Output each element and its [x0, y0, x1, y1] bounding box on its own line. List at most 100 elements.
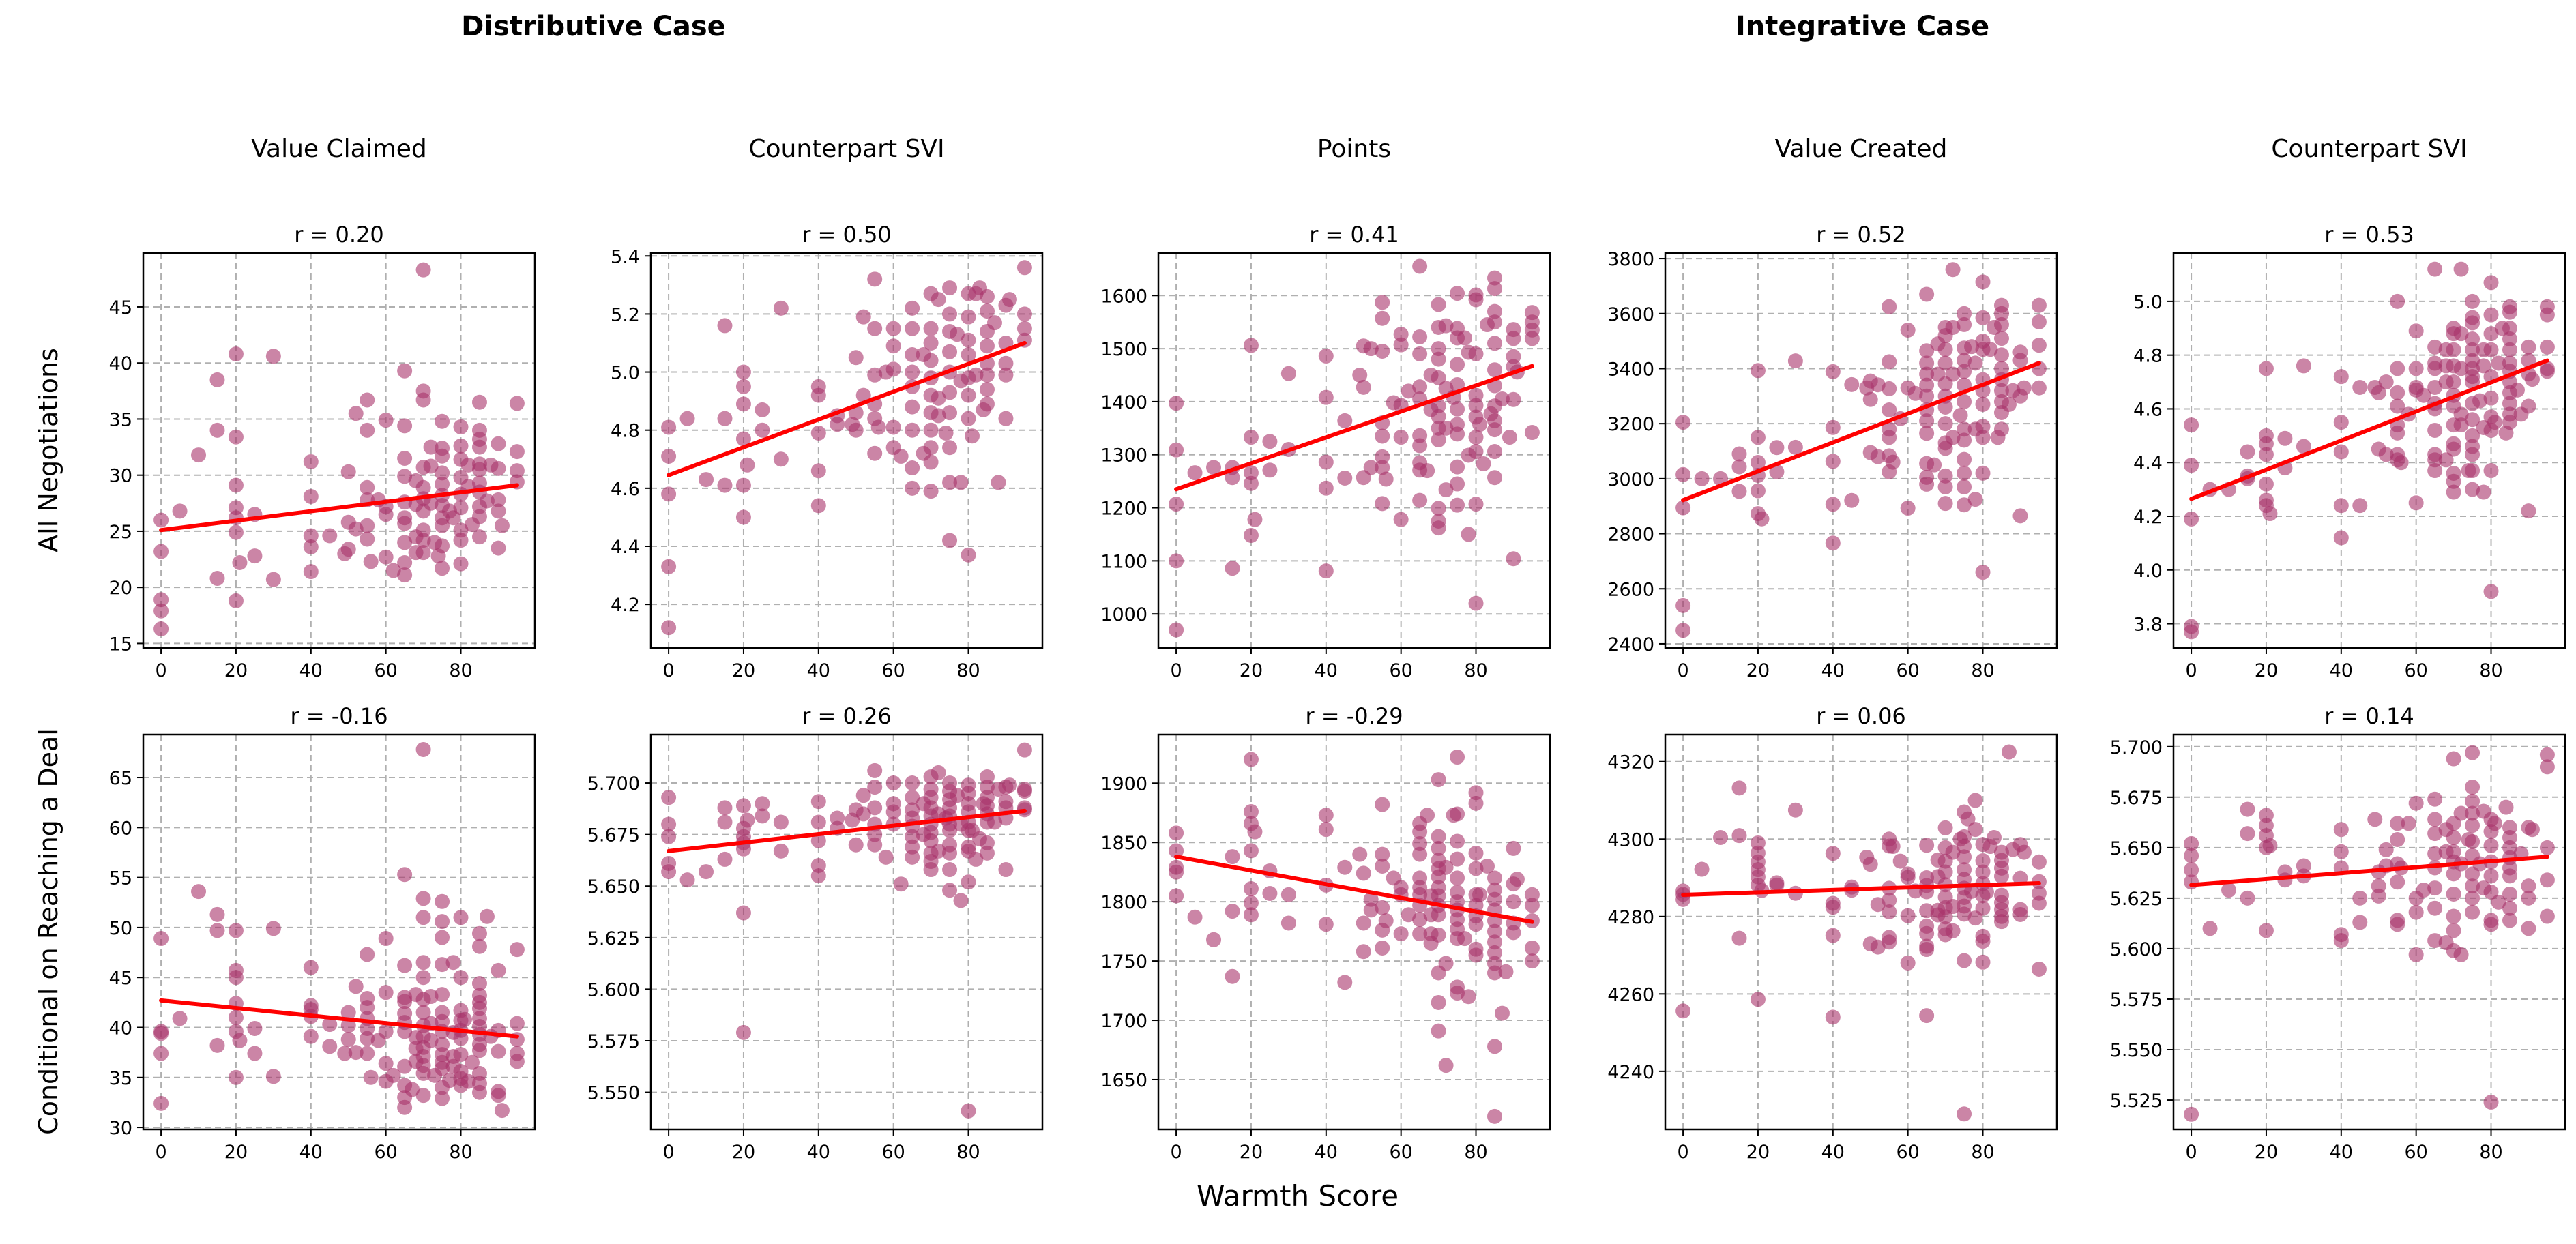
x-tick-label: 0 [2185, 1142, 2197, 1163]
scatter-point [1675, 466, 1691, 482]
scatter-point [942, 533, 958, 548]
scatter-point [1318, 822, 1334, 838]
scatter-point [1169, 864, 1184, 880]
scatter-point [509, 1016, 525, 1031]
scatter-point [740, 812, 755, 828]
scatter-point [1001, 292, 1017, 308]
scatter-point [1280, 915, 1296, 931]
scatter-point [2427, 379, 2443, 395]
scatter-point [2446, 342, 2461, 357]
scatter-point [415, 1065, 431, 1081]
scatter-point [1016, 321, 1032, 336]
scatter-point [1509, 872, 1525, 887]
y-tick-label: 3600 [1607, 304, 1654, 325]
scatter-point [1169, 497, 1184, 512]
scatter-point [153, 1046, 169, 1061]
scatter-point [464, 1054, 480, 1070]
y-tick-label: 5.675 [2110, 788, 2163, 809]
scatter-point [2277, 430, 2293, 446]
scatter-point [209, 906, 225, 922]
scatter-point [442, 1073, 458, 1088]
scatter-point [735, 477, 751, 493]
scatter-point [1487, 336, 1502, 351]
scatter-point [1431, 370, 1446, 385]
scatter-point [1945, 430, 1961, 445]
scatter-point [1900, 870, 1916, 885]
scatter-point [360, 1031, 375, 1046]
scatter-point [942, 440, 958, 456]
scatter-point [1769, 877, 1785, 893]
scatter-point [905, 300, 920, 316]
scatter-point [1337, 413, 1353, 428]
scatter-points [2184, 745, 2555, 1122]
scatter-point [1356, 865, 1371, 881]
scatter-point [2446, 830, 2461, 846]
scatter-point [1825, 419, 1841, 435]
scatter-point [1318, 917, 1334, 932]
scatter-point [415, 741, 431, 757]
scatter-point [1524, 940, 1540, 956]
scatter-point [1494, 1005, 1510, 1021]
scatter-point [679, 872, 695, 888]
scatter-point [1375, 846, 1390, 862]
scatter-point [1882, 934, 1897, 950]
scatter-point [1750, 992, 1766, 1007]
scatter-point [378, 413, 394, 428]
scatter-point [1468, 861, 1484, 876]
scatter-point [1862, 391, 1878, 407]
scatter-point [1468, 292, 1484, 308]
scatter-point [998, 862, 1014, 878]
scatter-point [2446, 484, 2461, 500]
scatter-point [1919, 942, 1935, 958]
x-tick-label: 20 [2255, 1142, 2278, 1163]
scatter-point [2521, 398, 2536, 414]
scatter-point [923, 353, 939, 368]
scatter-point [1375, 449, 1390, 464]
scatter-point [2378, 447, 2394, 462]
subplot-correlation-title: r = 0.50 [802, 222, 892, 248]
scatter-point [1975, 900, 1991, 916]
scatter-point [228, 1009, 244, 1025]
scatter-point [153, 603, 169, 619]
scatter-point [1375, 496, 1390, 512]
scatter-point [1450, 851, 1465, 867]
scatter-point [1937, 342, 1953, 357]
scatter-point [397, 554, 413, 570]
scatter-point [953, 475, 969, 490]
x-tick-label: 20 [2255, 660, 2278, 681]
scatter-point [755, 402, 770, 417]
scatter-point [2184, 1106, 2199, 1122]
scatter-point [2031, 895, 2047, 911]
scatter-point [942, 344, 958, 359]
scatter-point [1450, 426, 1465, 442]
scatter-point [1468, 595, 1484, 611]
scatter-point [2258, 436, 2274, 451]
scatter-point [1945, 319, 1961, 335]
scatter-point [905, 422, 920, 438]
scatter-point [1457, 931, 1473, 947]
axes-frame [142, 733, 536, 1131]
scatter-point [1262, 462, 1278, 478]
scatter-point [415, 970, 431, 986]
scatter-point [2491, 894, 2506, 910]
scatter-point [905, 839, 920, 855]
scatter-points [661, 260, 1032, 636]
scatter-point [735, 841, 751, 857]
scatter-point [810, 833, 826, 848]
scatter-point [153, 592, 169, 608]
y-tick-label: 4.8 [2133, 346, 2163, 367]
scatter-point [1825, 497, 1841, 512]
scatter-point [923, 790, 939, 805]
scatter-point [471, 938, 487, 954]
scatter-point [1487, 1108, 1502, 1124]
scatter-point [1957, 479, 1972, 494]
scatter-point [2539, 840, 2555, 855]
y-tick-label: 2400 [1607, 634, 1654, 655]
scatter-point [735, 798, 751, 814]
scatter-point [303, 960, 319, 975]
scatter-point [1844, 492, 1860, 508]
scatter-point [2184, 862, 2199, 878]
y-tick-label: 5.550 [587, 1083, 640, 1104]
scatter-point [735, 431, 751, 447]
scatter-point [153, 1026, 169, 1041]
